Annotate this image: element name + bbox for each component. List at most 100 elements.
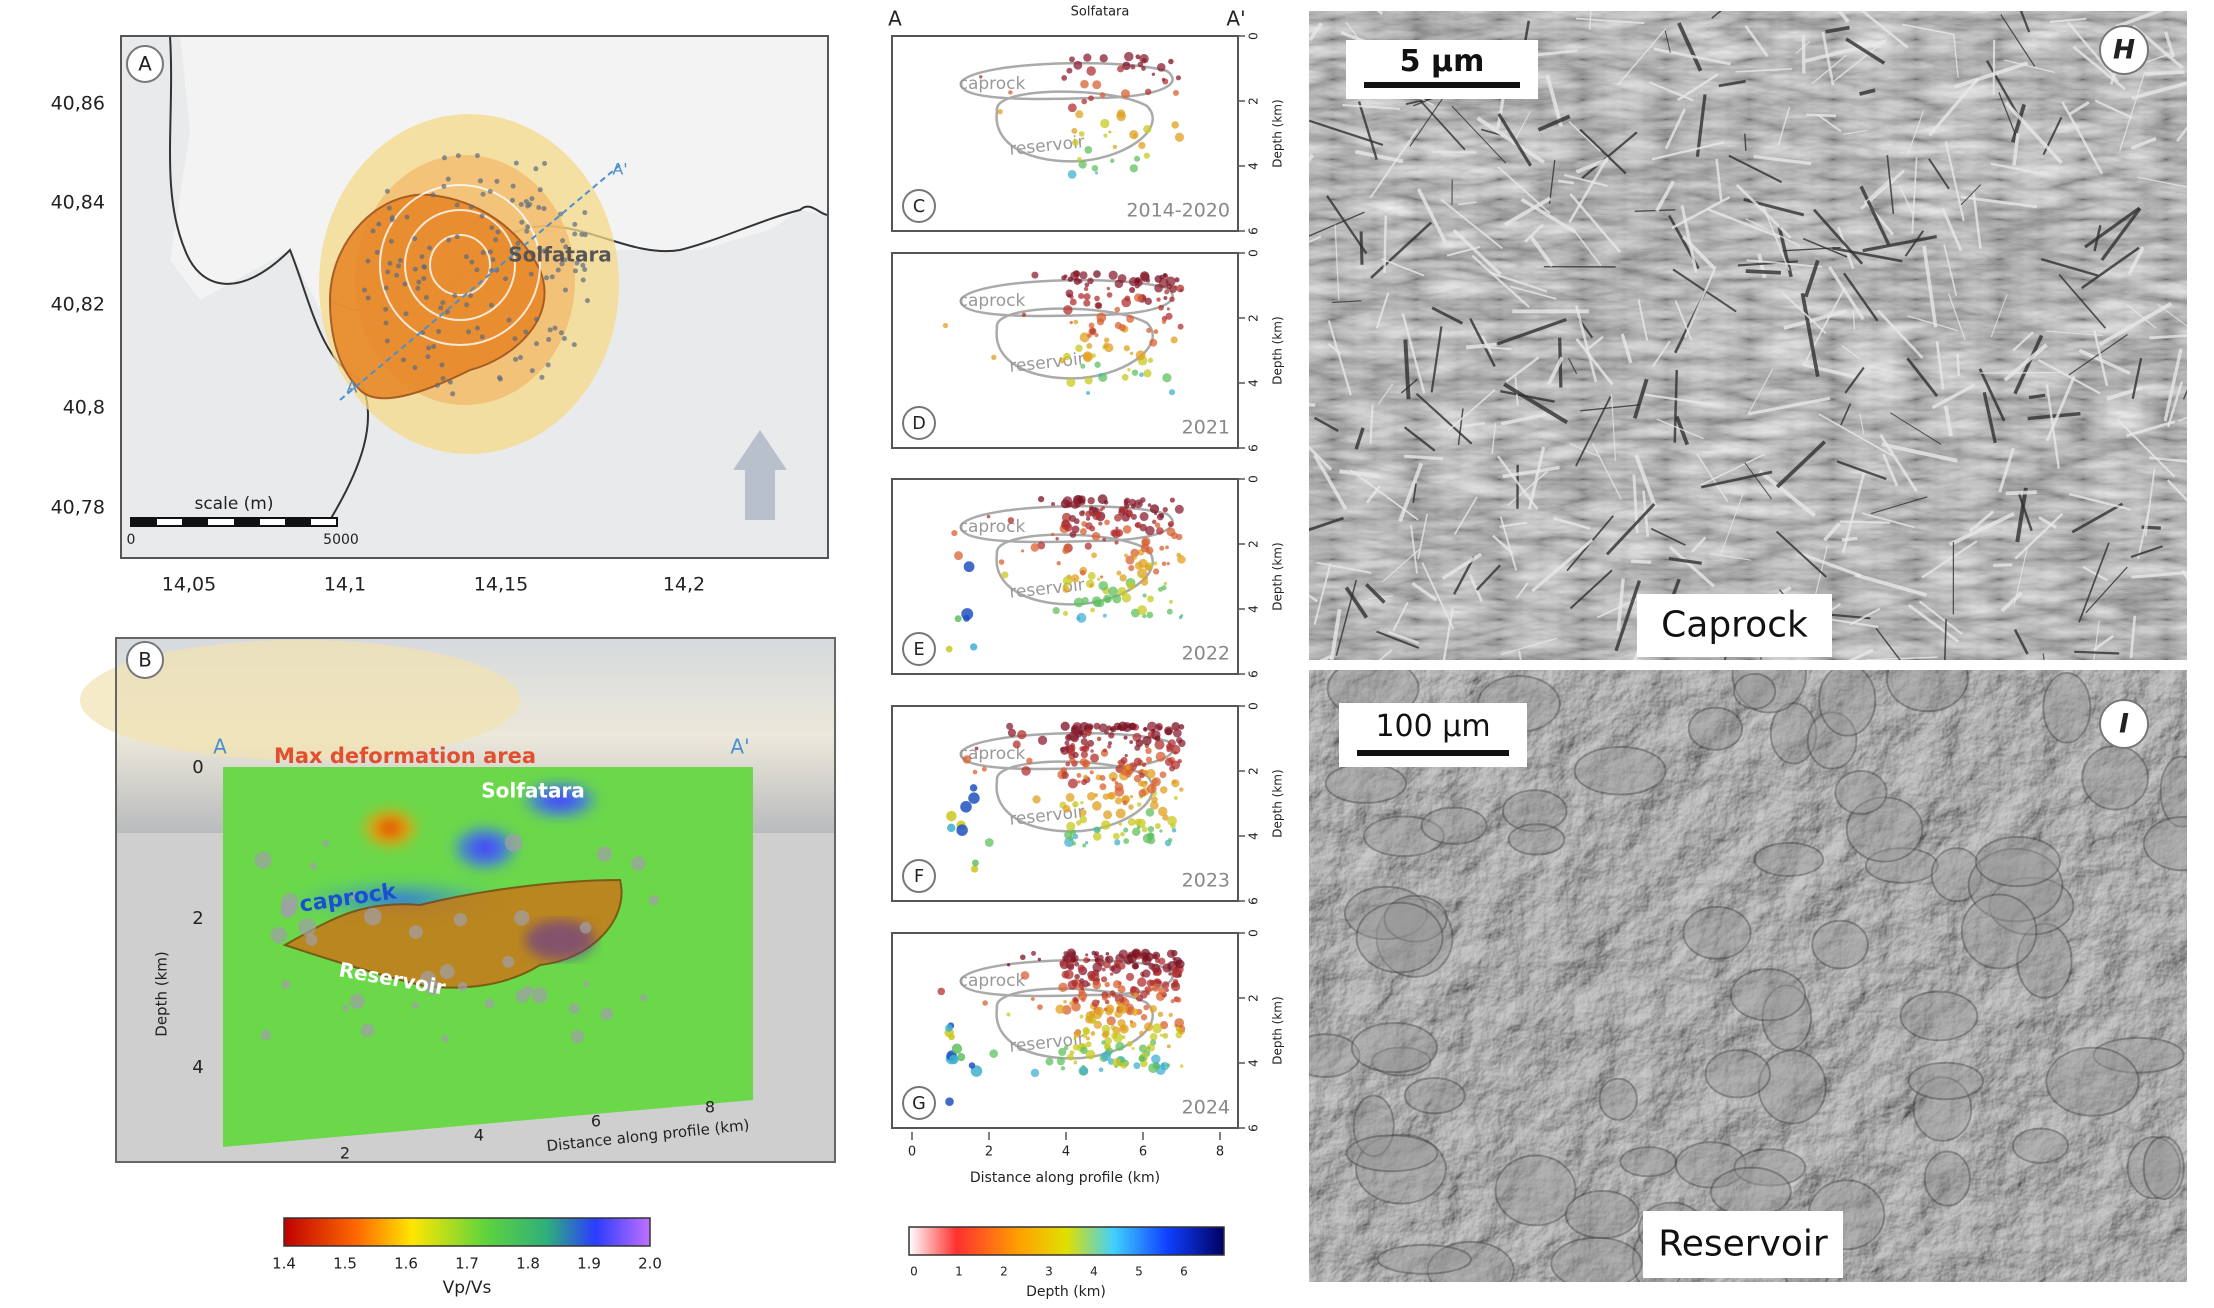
- seismic-event: [1093, 722, 1101, 730]
- seismic-event: [1080, 801, 1084, 805]
- hypocenter: [523, 985, 534, 995]
- hypocenter: [281, 979, 291, 990]
- seismic-event: [1166, 1044, 1171, 1049]
- seismic-event: [1006, 1012, 1011, 1017]
- crystal-needle: [1817, 113, 1842, 133]
- seismic-dot: [529, 196, 535, 202]
- seismic-event: [954, 615, 962, 623]
- crystal-needle: [1568, 357, 1578, 374]
- seismic-event: [1136, 825, 1141, 830]
- crystal-needle: [1845, 37, 1886, 65]
- panel-label-circle: [902, 859, 936, 893]
- crystal-needle: [1354, 427, 1365, 450]
- seismic-event: [1101, 1031, 1109, 1039]
- seismic-dot: [474, 267, 480, 273]
- crystal-needle: [1664, 108, 1686, 150]
- seismic-event: [1114, 786, 1125, 797]
- seismic-event: [1172, 89, 1179, 96]
- seismic-event: [1084, 841, 1089, 845]
- seismic-event: [1114, 780, 1119, 785]
- seismic-event: [1114, 797, 1123, 805]
- seismic-event: [1124, 295, 1131, 302]
- x-tick-label: 14,15: [474, 574, 528, 596]
- crystal-needle: [1500, 637, 1558, 656]
- seismic-event: [1079, 528, 1087, 535]
- crystal-needle: [1998, 92, 2017, 137]
- seismic-event: [1113, 960, 1119, 966]
- seismic-event: [1088, 95, 1094, 102]
- seismic-event: [1079, 569, 1086, 576]
- period-label: 2014-2020: [1126, 200, 1230, 222]
- seismic-event: [1114, 540, 1119, 545]
- seismic-event: [1070, 743, 1075, 748]
- seismic-event: [1105, 951, 1110, 956]
- seismic-event: [1080, 79, 1089, 89]
- seismic-event: [1140, 272, 1150, 282]
- seismic-event: [1074, 961, 1080, 967]
- crystal-needle: [1854, 572, 1928, 597]
- seismic-event: [1158, 957, 1166, 965]
- seismic-event: [1104, 1036, 1112, 1045]
- seismic-event: [1163, 295, 1168, 301]
- depth-tick-label: 6: [1247, 897, 1261, 905]
- panel-label-circle: [902, 632, 936, 666]
- seismic-event: [1129, 957, 1133, 962]
- scale-bar-segment: [234, 518, 260, 526]
- seismic-event: [1101, 820, 1111, 830]
- depth-tick-label: 6: [1247, 227, 1261, 235]
- seismic-dot: [474, 325, 480, 331]
- crystal-needle: [1469, 318, 1496, 367]
- crystal-needle: [1585, 335, 1604, 352]
- seismic-event: [1145, 525, 1155, 536]
- hypocenter: [408, 925, 423, 940]
- crystal-needle: [2129, 615, 2137, 659]
- seismic-event: [1126, 314, 1135, 323]
- seismic-event: [1073, 60, 1083, 70]
- hypocenter: [298, 917, 317, 936]
- seismic-event: [1067, 951, 1074, 958]
- north-arrow: [733, 430, 787, 520]
- seismic-dot: [582, 232, 588, 238]
- seismic-event: [1085, 1015, 1094, 1024]
- crystal-needle: [1677, 22, 1703, 72]
- seismic-event: [1147, 595, 1154, 603]
- seismic-event: [1155, 1065, 1166, 1075]
- seismic-event: [1094, 951, 1100, 956]
- seismic-event: [1067, 778, 1078, 789]
- crystal-needle: [1515, 582, 1529, 599]
- hypocenter: [441, 1034, 449, 1043]
- seismic-event: [1086, 390, 1091, 396]
- seismic-event: [1006, 722, 1014, 730]
- seismic-dot: [385, 269, 391, 275]
- crystal-needle: [1313, 562, 1332, 625]
- seismic-dot: [559, 261, 565, 267]
- crystal-needle: [2019, 11, 2031, 33]
- crystal-needle: [2045, 375, 2076, 442]
- crystal-needle: [2126, 304, 2157, 329]
- crystal-needle: [2017, 492, 2033, 532]
- anomaly: [360, 806, 420, 850]
- seismic-event: [954, 551, 963, 561]
- seismic-event: [1132, 555, 1137, 560]
- seismic-event: [1142, 614, 1147, 619]
- hypocenter: [350, 892, 358, 900]
- seismic-event: [1168, 389, 1176, 396]
- seismic-event: [1092, 962, 1103, 973]
- caprock-outline: [959, 278, 1174, 318]
- seismic-event: [1143, 1047, 1147, 1051]
- y-tick-label: 40,84: [51, 192, 105, 214]
- contour-ring: [404, 209, 516, 321]
- seismic-dot: [545, 362, 551, 368]
- seismic-event: [1108, 270, 1118, 280]
- crystal-needle: [2004, 59, 2055, 73]
- seismic-dot: [446, 237, 452, 243]
- seismic-dot: [438, 305, 444, 311]
- depth-colorbar: [908, 1226, 1225, 1256]
- y-tick-label: 40,8: [63, 397, 105, 419]
- seismic-event: [1069, 56, 1075, 63]
- seismic-event: [1073, 1030, 1081, 1038]
- crystal-needle: [1844, 366, 1865, 394]
- crystal-needle: [1409, 96, 1445, 147]
- seismic-event: [1098, 723, 1108, 733]
- crystal-needle: [1355, 149, 1404, 164]
